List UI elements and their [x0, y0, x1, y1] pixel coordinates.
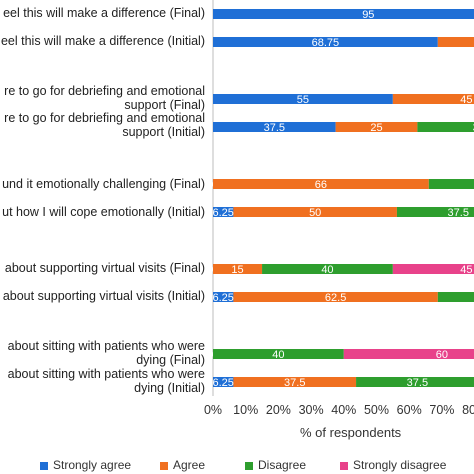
- x-tick-label: 80%: [462, 403, 474, 417]
- category-label: eel this will make a difference (Initial…: [0, 34, 205, 48]
- legend-item: Disagree: [245, 458, 306, 472]
- bar-segment: [213, 122, 336, 132]
- category-label: about supporting virtual visits (Initial…: [2, 289, 205, 303]
- bar-segment: [233, 292, 438, 302]
- category-label: about supporting virtual visits (Final): [4, 261, 205, 275]
- bar-segment: [213, 94, 393, 104]
- x-tick-label: 20%: [266, 403, 291, 417]
- bar-segment: [262, 264, 393, 274]
- bar-segment: [392, 264, 474, 274]
- data-label: 68.75: [312, 37, 340, 49]
- bar-segment: [392, 94, 474, 104]
- legend-item: Agree: [160, 458, 205, 472]
- bar-segment: [356, 377, 474, 387]
- data-label: 37.5: [407, 377, 428, 389]
- category-label: und it emotionally challenging (Final): [2, 177, 205, 191]
- bar-segment: [437, 292, 474, 302]
- category-label: about sitting with patients who were: [7, 339, 205, 353]
- data-label: 6.25: [213, 207, 234, 219]
- legend-label: Strongly disagree: [353, 458, 447, 472]
- legend-item: Strongly agree: [40, 458, 131, 472]
- data-label: 37.5: [284, 377, 305, 389]
- bar-segment: [213, 37, 438, 47]
- legend-label: Disagree: [258, 458, 307, 472]
- category-label: dying (Initial): [134, 381, 205, 395]
- data-label: 60: [436, 349, 448, 361]
- data-label: 55: [297, 94, 309, 106]
- category-label: support (Final): [124, 98, 205, 112]
- category-label: about sitting with patients who were: [7, 367, 205, 381]
- x-tick-label: 0%: [204, 403, 222, 417]
- bar-segment: [233, 207, 397, 217]
- data-label: 37.5: [448, 207, 469, 219]
- bar-segment: [213, 349, 344, 359]
- bar-segment: [213, 377, 234, 387]
- data-label: 25: [370, 122, 382, 134]
- category-label: ut how I will cope emotionally (Initial): [2, 205, 205, 219]
- bar-segment: [213, 264, 263, 274]
- data-label: 6.25: [213, 377, 234, 389]
- bar-segment: [428, 179, 474, 189]
- legend-swatch: [245, 461, 253, 470]
- x-tick-label: 70%: [429, 403, 454, 417]
- bar-segment: [335, 122, 418, 132]
- x-tick-label: 40%: [331, 403, 356, 417]
- legend-label: Strongly agree: [53, 458, 132, 472]
- bar-segment: [437, 37, 474, 47]
- legend-swatch: [40, 461, 48, 470]
- bar-segment: [213, 9, 474, 19]
- data-label: 45: [460, 94, 472, 106]
- x-axis-title: % of respondents: [300, 425, 402, 440]
- data-label: 40: [321, 264, 333, 276]
- bar-segment: [417, 122, 474, 132]
- category-label: re to go for debriefing and emotional: [4, 111, 205, 125]
- data-label: 62.5: [325, 292, 346, 304]
- bar-segment: [213, 207, 234, 217]
- legend-swatch: [160, 461, 168, 470]
- x-tick-label: 50%: [364, 403, 389, 417]
- bar-segment: [213, 292, 234, 302]
- category-label: support (Initial): [122, 125, 205, 139]
- legend-swatch: [340, 461, 348, 470]
- category-label: re to go for debriefing and emotional: [4, 84, 205, 98]
- bar-segment: [396, 207, 474, 217]
- data-label: 45: [460, 264, 472, 276]
- x-tick-label: 60%: [397, 403, 422, 417]
- data-label: 40: [272, 349, 284, 361]
- data-label: 6.25: [213, 292, 234, 304]
- legend: Strongly agree Agree Disagree Strongly disa…: [0, 458, 474, 474]
- bar-segment: [343, 349, 474, 359]
- legend-label: Agree: [173, 458, 206, 472]
- category-label: dying (Final): [136, 353, 205, 367]
- bar-segment: [233, 377, 357, 387]
- data-label: 66: [315, 179, 327, 191]
- data-label: 37: [473, 122, 474, 134]
- category-label: eel this will make a difference (Final): [3, 6, 205, 20]
- data-label: 15: [231, 264, 243, 276]
- bar-segment: [213, 179, 429, 189]
- x-tick-label: 10%: [233, 403, 258, 417]
- data-label: 95: [362, 9, 374, 21]
- legend-item: Strongly disagree: [340, 458, 446, 472]
- x-tick-label: 30%: [299, 403, 324, 417]
- data-label: 50: [309, 207, 321, 219]
- data-label: 37.5: [264, 122, 285, 134]
